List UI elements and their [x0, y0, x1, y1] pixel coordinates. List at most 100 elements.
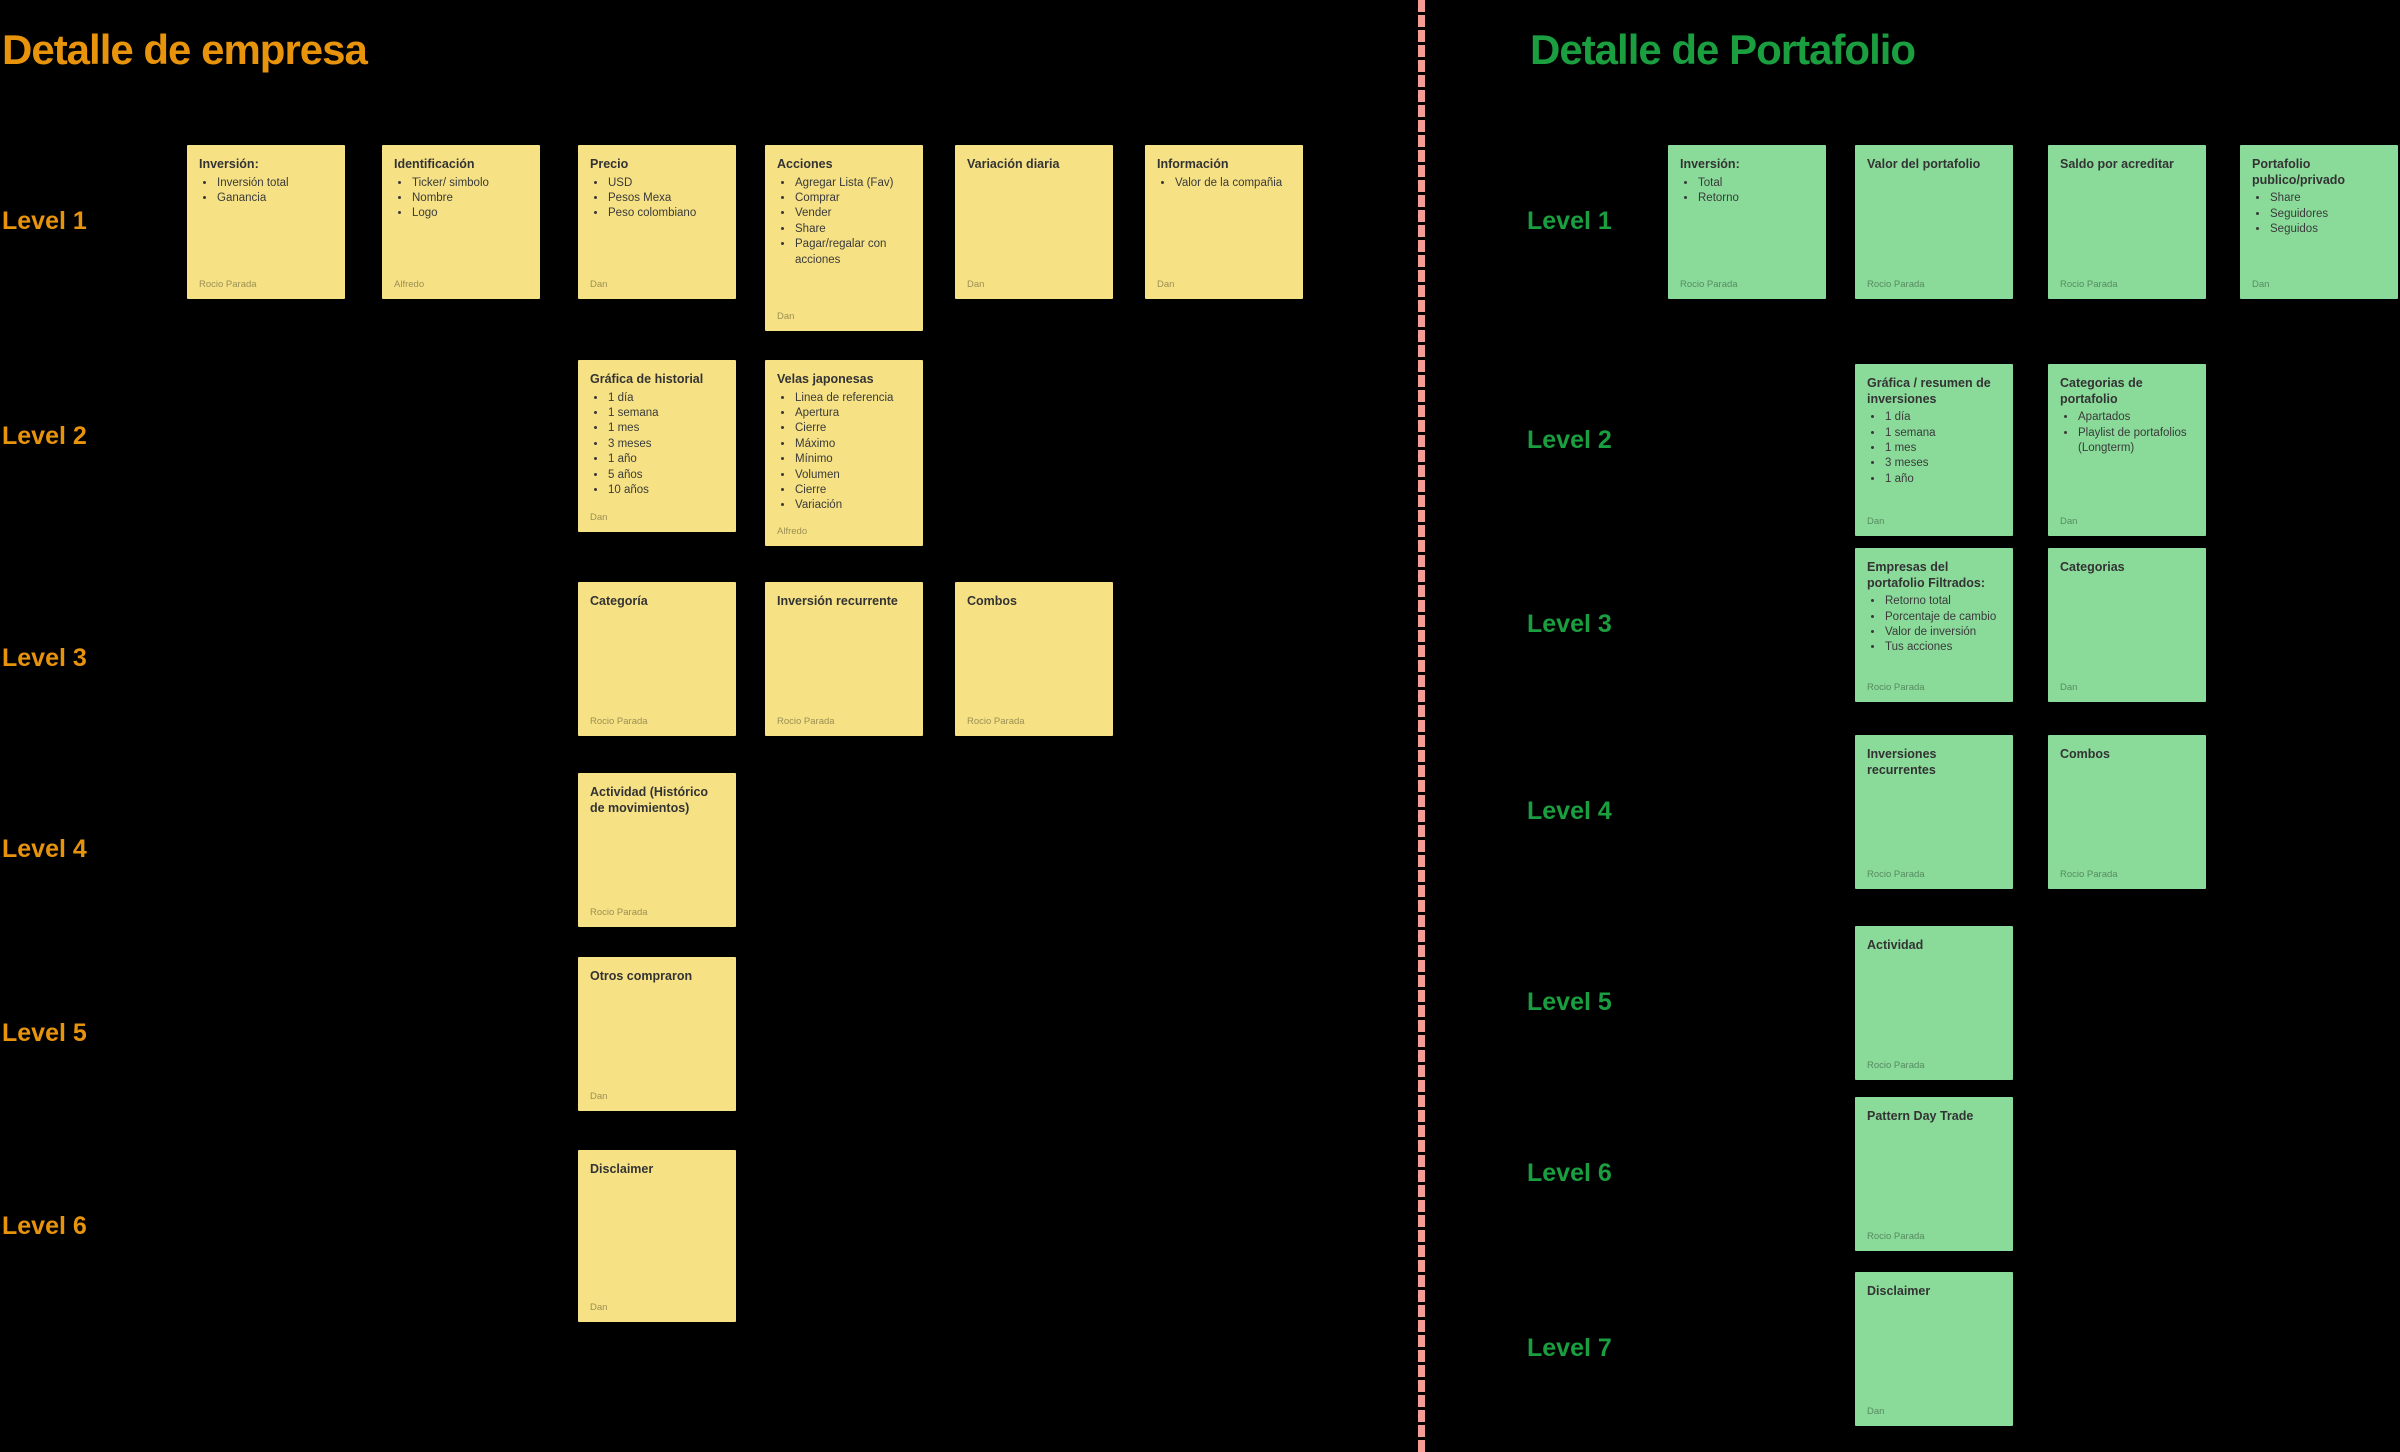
note-bullet-list: ShareSeguidoresSeguidos: [2252, 191, 2386, 237]
sticky-note-right-l1-c2[interactable]: Valor del portafolio Rocio Parada: [1855, 145, 2013, 299]
note-bullet: 1 día: [607, 391, 724, 406]
note-author: Rocio Parada: [1867, 279, 1925, 290]
level-label-left-3: Level 3: [2, 644, 87, 672]
note-bullet-list: Ticker/ simboloNombreLogo: [394, 176, 528, 222]
sticky-note-left-l1-c1[interactable]: Inversión: Inversión totalGanancia Rocio P…: [187, 145, 345, 299]
sticky-note-left-l2-c3[interactable]: Gráfica de historial 1 día1 semana1 mes3 …: [578, 360, 736, 532]
note-title: Precio: [590, 157, 629, 171]
note-bullet: Cierre: [794, 421, 911, 436]
sticky-note-right-l2-c2[interactable]: Gráfica / resumen de inversiones 1 día1 s…: [1855, 364, 2013, 536]
note-title: Inversión:: [199, 157, 259, 171]
sticky-note-left-l1-c5[interactable]: Variación diaria Dan: [955, 145, 1113, 299]
note-bullet: Máximo: [794, 437, 911, 452]
note-bullet-list: Linea de referenciaAperturaCierreMáximoM…: [777, 391, 911, 514]
note-title: Valor del portafolio: [1867, 157, 1981, 171]
note-author: Dan: [1157, 279, 1175, 290]
note-bullet: Vender: [794, 206, 911, 221]
sticky-note-left-l3-c4[interactable]: Inversión recurrente Rocio Parada: [765, 582, 923, 736]
sticky-note-right-l7-c2[interactable]: Disclaimer Dan: [1855, 1272, 2013, 1426]
note-bullet-list: Inversión totalGanancia: [199, 176, 333, 207]
note-bullet: 5 años: [607, 468, 724, 483]
note-author: Dan: [590, 512, 608, 523]
sticky-note-right-l1-c3[interactable]: Saldo por acreditar Rocio Parada: [2048, 145, 2206, 299]
note-bullet: 3 meses: [1884, 456, 2001, 471]
note-title: Disclaimer: [1867, 1284, 1931, 1298]
note-author: Rocio Parada: [590, 907, 648, 918]
note-title: Combos: [967, 594, 1017, 608]
level-label-right-6: Level 6: [1527, 1159, 1612, 1187]
sticky-note-right-l4-c2[interactable]: Inversiones recurrentes Rocio Parada: [1855, 735, 2013, 889]
note-title: Información: [1157, 157, 1229, 171]
dashed-divider-line: [1418, 0, 1425, 1452]
note-bullet: Volumen: [794, 468, 911, 483]
note-bullet: Valor de inversión: [1884, 625, 2001, 640]
note-title: Categorias de portafolio: [2060, 376, 2143, 406]
note-bullet: Pagar/regalar con acciones: [794, 237, 911, 268]
note-bullet-list: Agregar Lista (Fav)ComprarVenderSharePag…: [777, 176, 911, 268]
note-title: Inversiones recurrentes: [1867, 747, 1937, 777]
note-bullet: 1 semana: [1884, 426, 2001, 441]
note-author: Rocio Parada: [1867, 1060, 1925, 1071]
sticky-note-left-l1-c6[interactable]: Información Valor de la compañia Dan: [1145, 145, 1303, 299]
note-title: Gráfica / resumen de inversiones: [1867, 376, 1991, 406]
sticky-note-right-l1-c1[interactable]: Inversión: TotalRetorno Rocio Parada: [1668, 145, 1826, 299]
sticky-note-right-l1-c4[interactable]: Portafolio publico/privado ShareSeguidore…: [2240, 145, 2398, 299]
note-title: Inversión recurrente: [777, 594, 898, 608]
note-author: Rocio Parada: [1680, 279, 1738, 290]
note-bullet: USD: [607, 176, 724, 191]
note-bullet-list: ApartadosPlaylist de portafolios (Longte…: [2060, 410, 2194, 456]
sticky-note-right-l5-c2[interactable]: Actividad Rocio Parada: [1855, 926, 2013, 1080]
note-bullet: Valor de la compañia: [1174, 176, 1291, 191]
sticky-note-left-l3-c3[interactable]: Categoría Rocio Parada: [578, 582, 736, 736]
sticky-note-left-l4-c3[interactable]: Actividad (Histórico de movimientos) Roci…: [578, 773, 736, 927]
note-title: Disclaimer: [590, 1162, 654, 1176]
note-bullet: 1 año: [1884, 472, 2001, 487]
level-label-left-4: Level 4: [2, 835, 87, 863]
note-bullet-list: 1 día1 semana1 mes3 meses1 año: [1867, 410, 2001, 487]
level-label-right-3: Level 3: [1527, 610, 1612, 638]
note-bullet: Seguidos: [2269, 222, 2386, 237]
note-title: Otros compraron: [590, 969, 693, 983]
note-bullet: Share: [794, 222, 911, 237]
note-bullet: 3 meses: [607, 437, 724, 452]
note-bullet: Share: [2269, 191, 2386, 206]
note-title: Velas japonesas: [777, 372, 874, 386]
sticky-note-right-l3-c2[interactable]: Empresas del portafolio Filtrados: Retorn…: [1855, 548, 2013, 702]
note-title: Empresas del portafolio Filtrados:: [1867, 560, 1986, 590]
sticky-note-left-l6-c3[interactable]: Disclaimer Dan: [578, 1150, 736, 1322]
note-bullet: Apertura: [794, 406, 911, 421]
note-bullet: 1 año: [607, 452, 724, 467]
sticky-note-left-l5-c3[interactable]: Otros compraron Dan: [578, 957, 736, 1111]
sticky-note-left-l1-c4[interactable]: Acciones Agregar Lista (Fav)ComprarVender…: [765, 145, 923, 331]
note-title: Categorias: [2060, 560, 2125, 574]
sticky-note-right-l6-c2[interactable]: Pattern Day Trade Rocio Parada: [1855, 1097, 2013, 1251]
note-bullet: Pesos Mexa: [607, 191, 724, 206]
note-title: Saldo por acreditar: [2060, 157, 2174, 171]
note-author: Dan: [2060, 682, 2078, 693]
note-title: Portafolio publico/privado: [2252, 157, 2346, 187]
level-label-right-5: Level 5: [1527, 988, 1612, 1016]
note-author: Rocio Parada: [590, 716, 648, 727]
note-author: Dan: [590, 279, 608, 290]
note-author: Rocio Parada: [199, 279, 257, 290]
note-title: Actividad (Histórico de movimientos): [590, 785, 709, 815]
note-bullet: Seguidores: [2269, 207, 2386, 222]
level-label-left-2: Level 2: [2, 422, 87, 450]
sticky-note-left-l1-c2[interactable]: Identificación Ticker/ simboloNombreLogo A…: [382, 145, 540, 299]
level-label-right-1: Level 1: [1527, 207, 1612, 235]
sticky-note-right-l2-c3[interactable]: Categorias de portafolio ApartadosPlaylis…: [2048, 364, 2206, 536]
sticky-note-right-l3-c3[interactable]: Categorias Dan: [2048, 548, 2206, 702]
note-bullet-list: USDPesos MexaPeso colombiano: [590, 176, 724, 222]
sticky-note-left-l3-c5[interactable]: Combos Rocio Parada: [955, 582, 1113, 736]
right-board-title: Detalle de Portafolio: [1530, 26, 1916, 73]
note-author: Dan: [2060, 516, 2078, 527]
note-bullet: Logo: [411, 206, 528, 221]
level-label-right-7: Level 7: [1527, 1334, 1612, 1362]
note-author: Dan: [1867, 1406, 1885, 1417]
sticky-note-right-l4-c3[interactable]: Combos Rocio Parada: [2048, 735, 2206, 889]
sticky-note-left-l1-c3[interactable]: Precio USDPesos MexaPeso colombiano Dan: [578, 145, 736, 299]
note-bullet: Cierre: [794, 483, 911, 498]
note-bullet: Inversión total: [216, 176, 333, 191]
sticky-note-left-l2-c4[interactable]: Velas japonesas Linea de referenciaApertu…: [765, 360, 923, 546]
